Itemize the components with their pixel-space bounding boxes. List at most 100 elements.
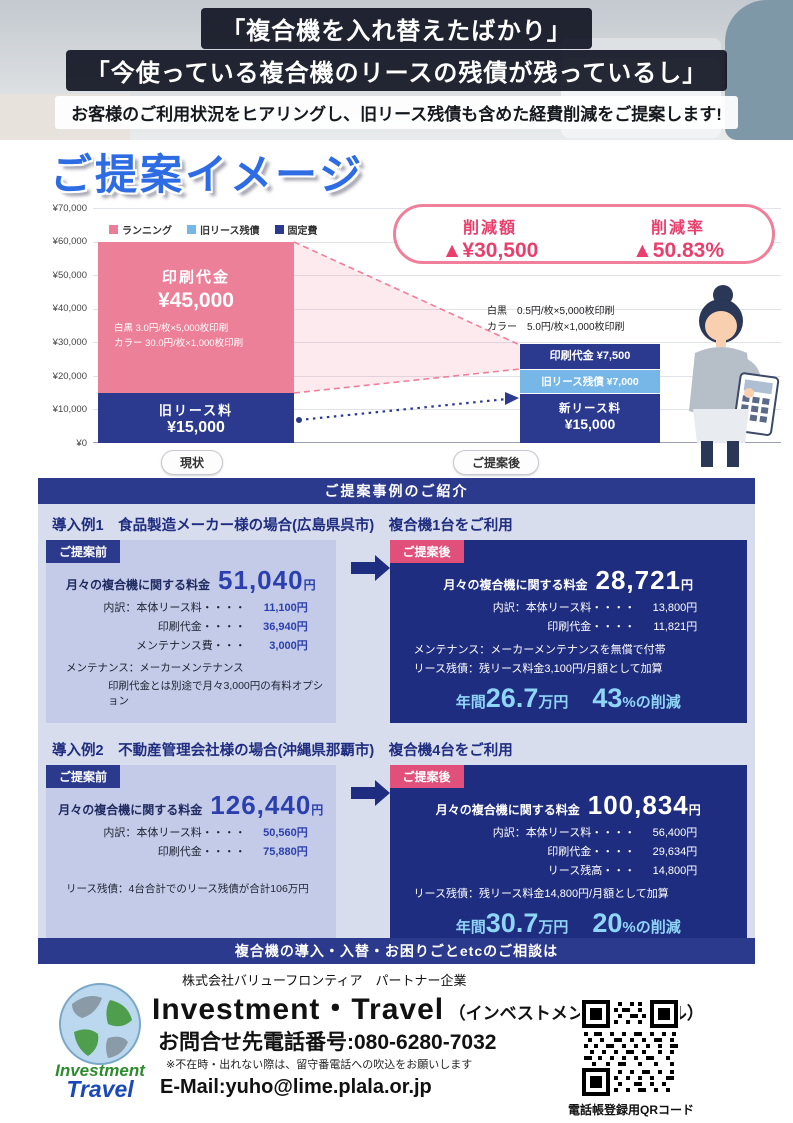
fee-row: 月々の複合機に関する料金 126,440円 [54,790,328,821]
fee-label: 月々の複合機に関する料金 [443,578,588,592]
new-lease-value: ¥15,000 [564,416,616,432]
bar-current-print-segment: 印刷代金 ¥45,000 白黒 3.0円/枚×5,000枚印刷 カラー 30.0… [98,242,294,393]
savings-amount-label: 削減額 [462,220,517,237]
notes: リース残債：残リース料金14,800円/月額として加算 [398,885,739,901]
logo-text-investment: Investment [55,1061,146,1080]
case2-before-panel: ご提案前 月々の複合機に関する料金 126,440円 内訳：本体リース料・・・・ 5… [46,765,336,948]
company-name-row: Investment・Travel （インベストメント・トラベル） [152,984,704,1028]
fee-value: 100,834 [587,790,689,820]
detail-line: メンテナンス費・・・ 3,000円 [136,640,308,652]
note-line: リース残債：残リース料金14,800円/月額として加算 [413,888,669,900]
hero-header: 「複合機を入れ替えたばかり」 「今使っている複合機のリースの残債が残っているし」… [0,0,793,140]
y-axis-tick: ¥20,000 [52,371,87,382]
before-tag: ご提案前 [46,765,121,788]
arrow-right-icon [350,555,390,581]
case1-before-panel: ご提案前 月々の複合機に関する料金 51,040円 内訳：本体リース料・・・・ 11… [46,540,336,723]
legend-item-running: ランニング [109,222,172,237]
annual-saving-result: 年間30.7万円 20%の削減 [455,908,681,938]
new-lease-label: 新リース料 [559,403,621,415]
phone-note: ※不在時・出れない際は、留守番電話への吹込をお願いします [166,1059,473,1071]
company-logo: Investment Travel [55,983,146,1102]
arrow-right-icon [350,780,390,806]
qr-code-label: 電話帳登録用QRコード [567,1103,694,1117]
qr-code [580,998,680,1098]
print-note-bw: 白黒 3.0円/枚×5,000枚印刷 [114,323,229,334]
case1-after-panel: ご提案後 月々の複合機に関する料金 28,721円 内訳：本体リース料・・・・ 13… [389,540,747,723]
phone-number: お問合せ先電話番号:080-6280-7032 [158,1031,497,1054]
note-line: リース残債：残リース料金3,100円/月額として加算 [413,663,663,675]
fee-label: 月々の複合機に関する料金 [435,803,580,817]
after-tag: ご提案後 [389,540,464,563]
savings-rate-label: 削減率 [650,220,705,237]
case-studies-header: ご提案事例のご紹介 [38,478,755,504]
case2-after-panel: ご提案後 月々の複合機に関する料金 100,834円 内訳：本体リース料・・・・ 5… [389,765,747,948]
bar-proposed-old-lease-segment: 旧リース残債 ¥7,000 [520,369,660,393]
legend-label: ランニング [122,226,172,237]
legend-item-fixed: 固定費 [274,222,318,237]
proposal-chart: ¥70,000 ¥60,000 ¥50,000 ¥40,000 ¥30,000 … [35,198,783,475]
contact-footer: Investment Travel 株式会社バリューフロンティア パートナー企業… [0,966,793,1123]
legend-swatch-blue [187,225,196,234]
savings-callout: 削減額 ▲¥30,500 削減率 ▲50.83% [393,204,775,264]
detail-line: 内訳：本体リース料・・・・ 11,100円 [103,602,308,614]
y-axis-tick: ¥0 [76,438,87,449]
hero-quote-1: 「複合機を入れ替えたばかり」 [201,8,592,49]
fee-value: 51,040 [218,565,304,595]
before-after-arrow [336,765,390,948]
legend-swatch-navy [274,225,284,234]
legend-label: 固定費 [287,226,318,237]
y-axis-tick: ¥40,000 [52,303,87,314]
legend-item-old-lease: 旧リース残債 [187,222,260,237]
fee-label: 月々の複合機に関する料金 [58,803,203,817]
savings-rate-cell: 削減率 ▲50.83% [584,207,772,262]
y-axis-tick: ¥10,000 [52,404,87,415]
notes: リース残債：4台合計でのリース残債が合計106万円 [54,881,328,896]
fee-value: 126,440 [210,790,312,820]
bar-proposed-print-segment: 印刷代金 ¥7,500 [520,344,660,369]
print-cost-value: ¥45,000 [158,289,234,312]
chart-legend: ランニング 旧リース残債 固定費 [101,220,326,239]
fee-unit: 円 [688,803,701,817]
x-label-proposed: ご提案後 [453,450,540,475]
fee-unit: 円 [303,578,316,592]
y-axis-tick: ¥30,000 [52,337,87,348]
print-cost-label: 印刷代金 [161,269,230,286]
after-tag: ご提案後 [389,765,464,788]
x-label-current: 現状 [161,450,224,475]
case1-title: 導入例1 食品製造メーカー様の場合(広島県呉市) 複合機1台をご利用 [52,518,513,534]
bar-current-lease-segment: 旧リース料 ¥15,000 [98,393,294,443]
savings-amount-value: ▲¥30,500 [441,239,539,262]
detail-line: 印刷代金・・・・ 11,821円 [547,621,698,633]
hero-quote-2: 「今使っている複合機のリースの残債が残っているし」 [65,50,728,91]
company-name: Investment・Travel [152,993,445,1026]
detail-line: 内訳：本体リース料・・・・ 50,560円 [103,827,308,839]
fee-row: 月々の複合機に関する料金 28,721円 [398,565,739,596]
proposed-print-notes: 白黒 0.5円/枚×5,000枚印刷 カラー 5.0円/枚×1,000枚印刷 [487,304,625,336]
bar-proposed-new-lease-segment: 新リース料 ¥15,000 [520,393,660,443]
case2-row: ご提案前 月々の複合機に関する料金 126,440円 内訳：本体リース料・・・・ 5… [46,765,747,948]
note-line: リース残債：4台合計でのリース残債が合計106万円 [66,883,309,895]
detail-line: 印刷代金・・・・ 36,940円 [157,621,308,633]
notes: メンテナンス：メーカーメンテナンス 印刷代金とは別途で月々3,000円の有料オプ… [54,660,328,708]
savings-amount-cell: 削減額 ▲¥30,500 [396,207,584,262]
old-lease-value: ¥15,000 [167,419,225,436]
fee-row: 月々の複合機に関する料金 100,834円 [398,790,739,821]
email-address: E-Mail:yuho@lime.plala.or.jp [160,1076,432,1098]
legend-label: 旧リース残債 [200,226,260,237]
y-axis-tick: ¥70,000 [52,203,87,214]
consultation-banner: 複合機の導入・入替・お困りごとetcのご相談は [38,938,755,964]
detail-line: 印刷代金・・・・ 75,880円 [157,846,308,858]
case1-row: ご提案前 月々の複合機に関する料金 51,040円 内訳：本体リース料・・・・ 11… [46,540,747,723]
note-line: メンテナンス：メーカーメンテナンスを無償で付帯 [413,644,666,656]
print-note-color: カラー 30.0円/枚×1,000枚印刷 [114,337,244,349]
annual-saving-result: 年間26.7万円 43%の削減 [455,683,681,713]
proposed-note-color: カラー 5.0円/枚×1,000枚印刷 [487,322,625,333]
old-lease-label: 旧リース料 [158,403,234,418]
fee-row: 月々の複合機に関する料金 51,040円 [54,565,328,596]
case2-title: 導入例2 不動産管理会社様の場合(沖縄県那覇市) 複合機4台をご利用 [52,743,513,759]
note-line: メンテナンス：メーカーメンテナンス [66,662,244,674]
before-after-arrow [336,540,390,723]
fee-unit: 円 [311,803,324,817]
print-cost-notes: 白黒 3.0円/枚×5,000枚印刷 カラー 30.0円/枚×1,000枚印刷 [98,322,294,351]
